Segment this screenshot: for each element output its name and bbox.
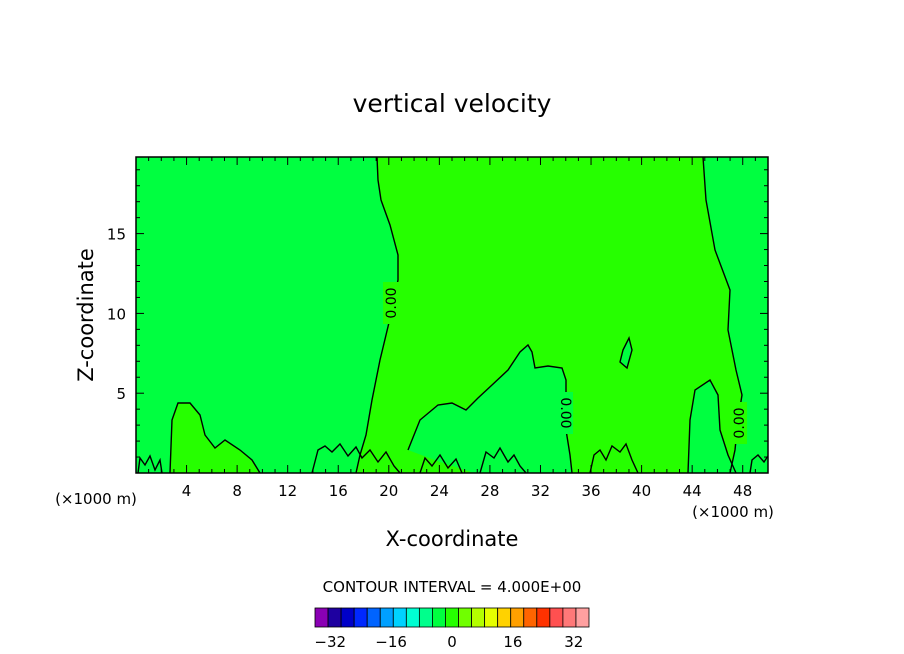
contour-interval-label: CONTOUR INTERVAL = 4.000E+00 xyxy=(323,578,582,596)
y-axis: 5 10 15 xyxy=(107,169,768,458)
colorbar-tick-label: −16 xyxy=(375,633,407,651)
contour-label-bg xyxy=(557,392,573,434)
x-unit-label-left: (×1000 m) xyxy=(55,490,137,508)
negative-region-right xyxy=(688,380,736,473)
y-tick-label: 10 xyxy=(107,305,126,323)
colorbar-swatch xyxy=(353,607,368,628)
x-tick-label: 40 xyxy=(632,482,651,500)
colorbar-tick-label: 16 xyxy=(503,633,522,651)
colorbar-swatch xyxy=(536,607,551,628)
colorbar-swatch xyxy=(445,607,459,628)
colorbar-swatch xyxy=(523,607,538,628)
contour-label-bg xyxy=(383,282,399,324)
colorbar-swatch xyxy=(340,607,355,628)
contour-label-bg xyxy=(731,402,747,444)
x-axis: 4 8 12 16 20 24 28 32 36 40 44 48 xyxy=(148,157,756,500)
x-axis-label: X-coordinate xyxy=(386,527,519,551)
plot-area: 0.00 0.00 0.00 xyxy=(135,156,769,474)
positive-region-upper xyxy=(356,157,742,473)
x-tick-label: 28 xyxy=(480,482,499,500)
colorbar-swatch xyxy=(484,607,499,628)
contour-label: 0.00 xyxy=(384,287,400,318)
colorbar-swatch xyxy=(510,607,525,628)
colorbar-swatch xyxy=(418,607,433,628)
colorbar-tick-label: 0 xyxy=(447,633,457,651)
x-tick-label: 48 xyxy=(733,482,752,500)
colorbar-swatch xyxy=(366,607,381,628)
x-tick-label: 24 xyxy=(430,482,449,500)
x-tick-label: 36 xyxy=(581,482,600,500)
colorbar-swatch xyxy=(314,607,329,628)
y-tick-label: 15 xyxy=(107,226,126,244)
x-tick-label: 44 xyxy=(683,482,702,500)
colorbar-tick-label: −32 xyxy=(314,633,346,651)
x-tick-label: 4 xyxy=(182,482,192,500)
x-tick-label: 8 xyxy=(232,482,242,500)
colorbar: −32 −16 0 16 32 xyxy=(314,607,590,651)
colorbar-swatch xyxy=(471,607,486,628)
colorbar-swatch xyxy=(549,607,564,628)
contour-labels: 0.00 0.00 0.00 xyxy=(383,282,748,444)
colorbar-swatch xyxy=(575,607,590,628)
x-tick-label: 12 xyxy=(278,482,297,500)
colorbar-swatch xyxy=(392,607,407,628)
colorbar-swatch xyxy=(327,607,342,628)
contour-label: 0.00 xyxy=(732,407,748,438)
chart-title: vertical velocity xyxy=(353,89,552,118)
positive-bumps-left xyxy=(170,403,260,473)
colorbar-swatch xyxy=(458,607,472,628)
colorbar-tick-label: 32 xyxy=(564,633,583,651)
colorbar-swatch xyxy=(379,607,394,628)
x-unit-label-right: (×1000 m) xyxy=(692,503,774,521)
colorbar-swatch xyxy=(432,607,446,628)
y-tick-label: 5 xyxy=(116,385,126,403)
x-tick-label: 32 xyxy=(531,482,550,500)
negative-region-middle xyxy=(408,345,572,473)
contour-label: 0.00 xyxy=(557,397,573,428)
x-tick-label: 16 xyxy=(329,482,348,500)
colorbar-swatch xyxy=(405,607,420,628)
x-tick-label: 20 xyxy=(379,482,398,500)
y-axis-label: Z-coordinate xyxy=(74,248,98,382)
colorbar-swatch xyxy=(562,607,577,628)
colorbar-swatch xyxy=(497,607,512,628)
